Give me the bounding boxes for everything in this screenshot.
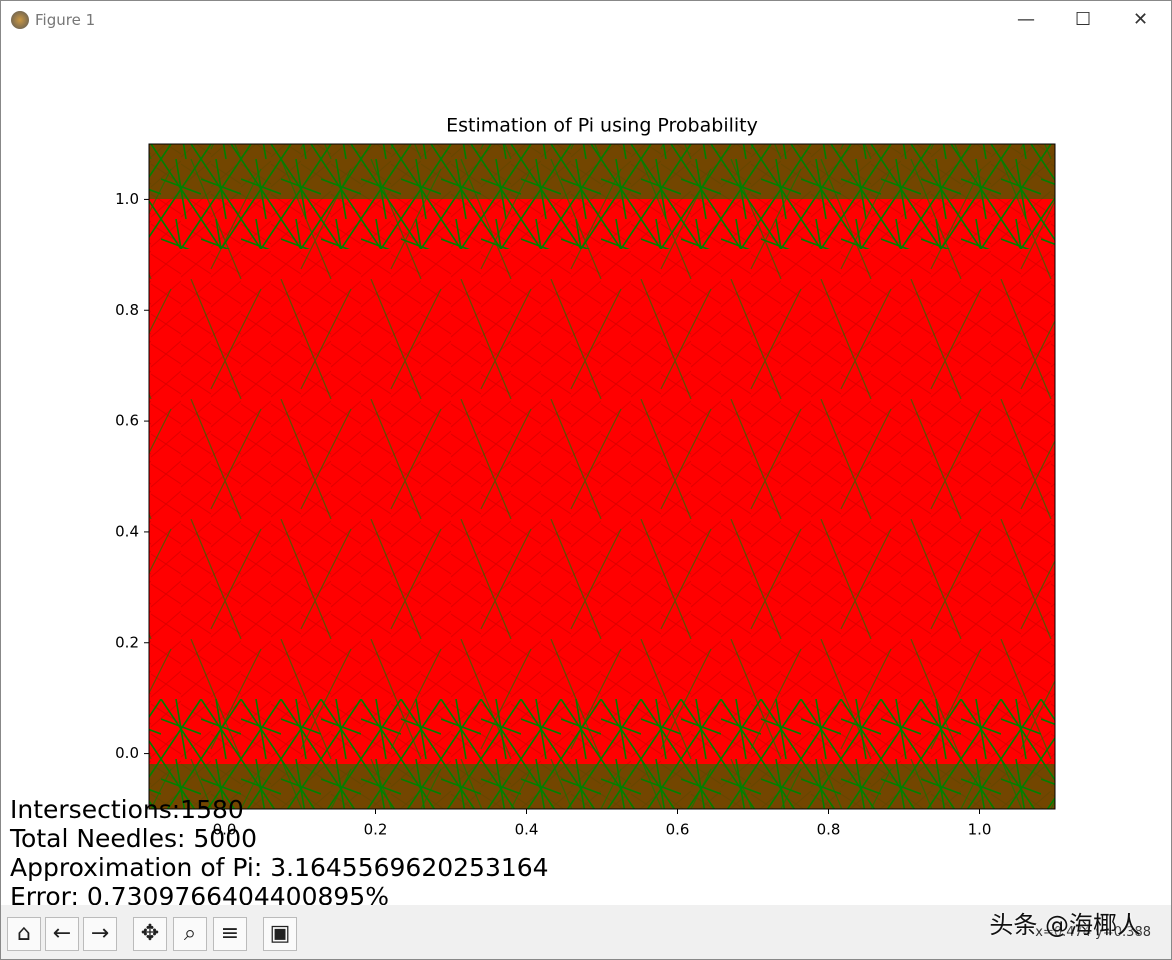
needle-field [149,144,1055,809]
y-tick-label: 0.8 [115,301,139,319]
x-tick-label: 0.0 [213,821,237,839]
chart-title: Estimation of Pi using Probability [446,115,758,137]
maximize[interactable]: ☐ [1075,9,1092,30]
annotation: Total Needles: 5000 [9,824,257,853]
x-tick-label: 0.2 [364,821,388,839]
toolbar: ⌂ ← → ✥ ⌕ ≡ ▣ x=0.474 y=0.388 头条 @海椰人 [1,905,1171,959]
y-tick-label: 1.0 [115,190,139,208]
window-title: Figure 1 [35,11,96,29]
y-tick-label: 0.0 [115,744,139,762]
axes-frame [148,143,1056,810]
cursor-status: x=0.474 y=0.388 [1035,925,1151,940]
save-button[interactable]: ▣ [263,917,297,951]
x-tick-label: 0.6 [666,821,690,839]
figure: Estimation of Pi using Probability 0.0 0.… [9,115,1056,905]
y-tick-label: 0.4 [115,522,139,540]
y-tick-label: 0.2 [115,633,139,651]
x-tick-label: 1.0 [968,821,992,839]
minimize[interactable]: — [1017,9,1035,30]
y-tick-label: 0.6 [115,412,139,430]
configure-button[interactable]: ≡ [213,917,247,951]
annotation: Intersections:1580 [10,795,244,824]
close[interactable]: ✕ [1133,9,1149,30]
app-icon [11,11,29,29]
pan-button[interactable]: ✥ [133,917,167,951]
watermark: 头条 @海椰人 [989,911,1141,939]
title-bar: Figure 1 — ☐ ✕ [1,1,1171,39]
x-tick-label: 0.4 [515,821,539,839]
annotation: Approximation of Pi: 3.1645569620253164 [10,853,549,882]
back-button[interactable]: ← [45,917,79,951]
x-tick-label: 0.8 [817,821,841,839]
forward-button[interactable]: → [83,917,117,951]
home-button[interactable]: ⌂ [7,917,41,951]
annotation: Error: 0.7309766404400895% [10,882,389,905]
zoom-button[interactable]: ⌕ [173,917,207,951]
